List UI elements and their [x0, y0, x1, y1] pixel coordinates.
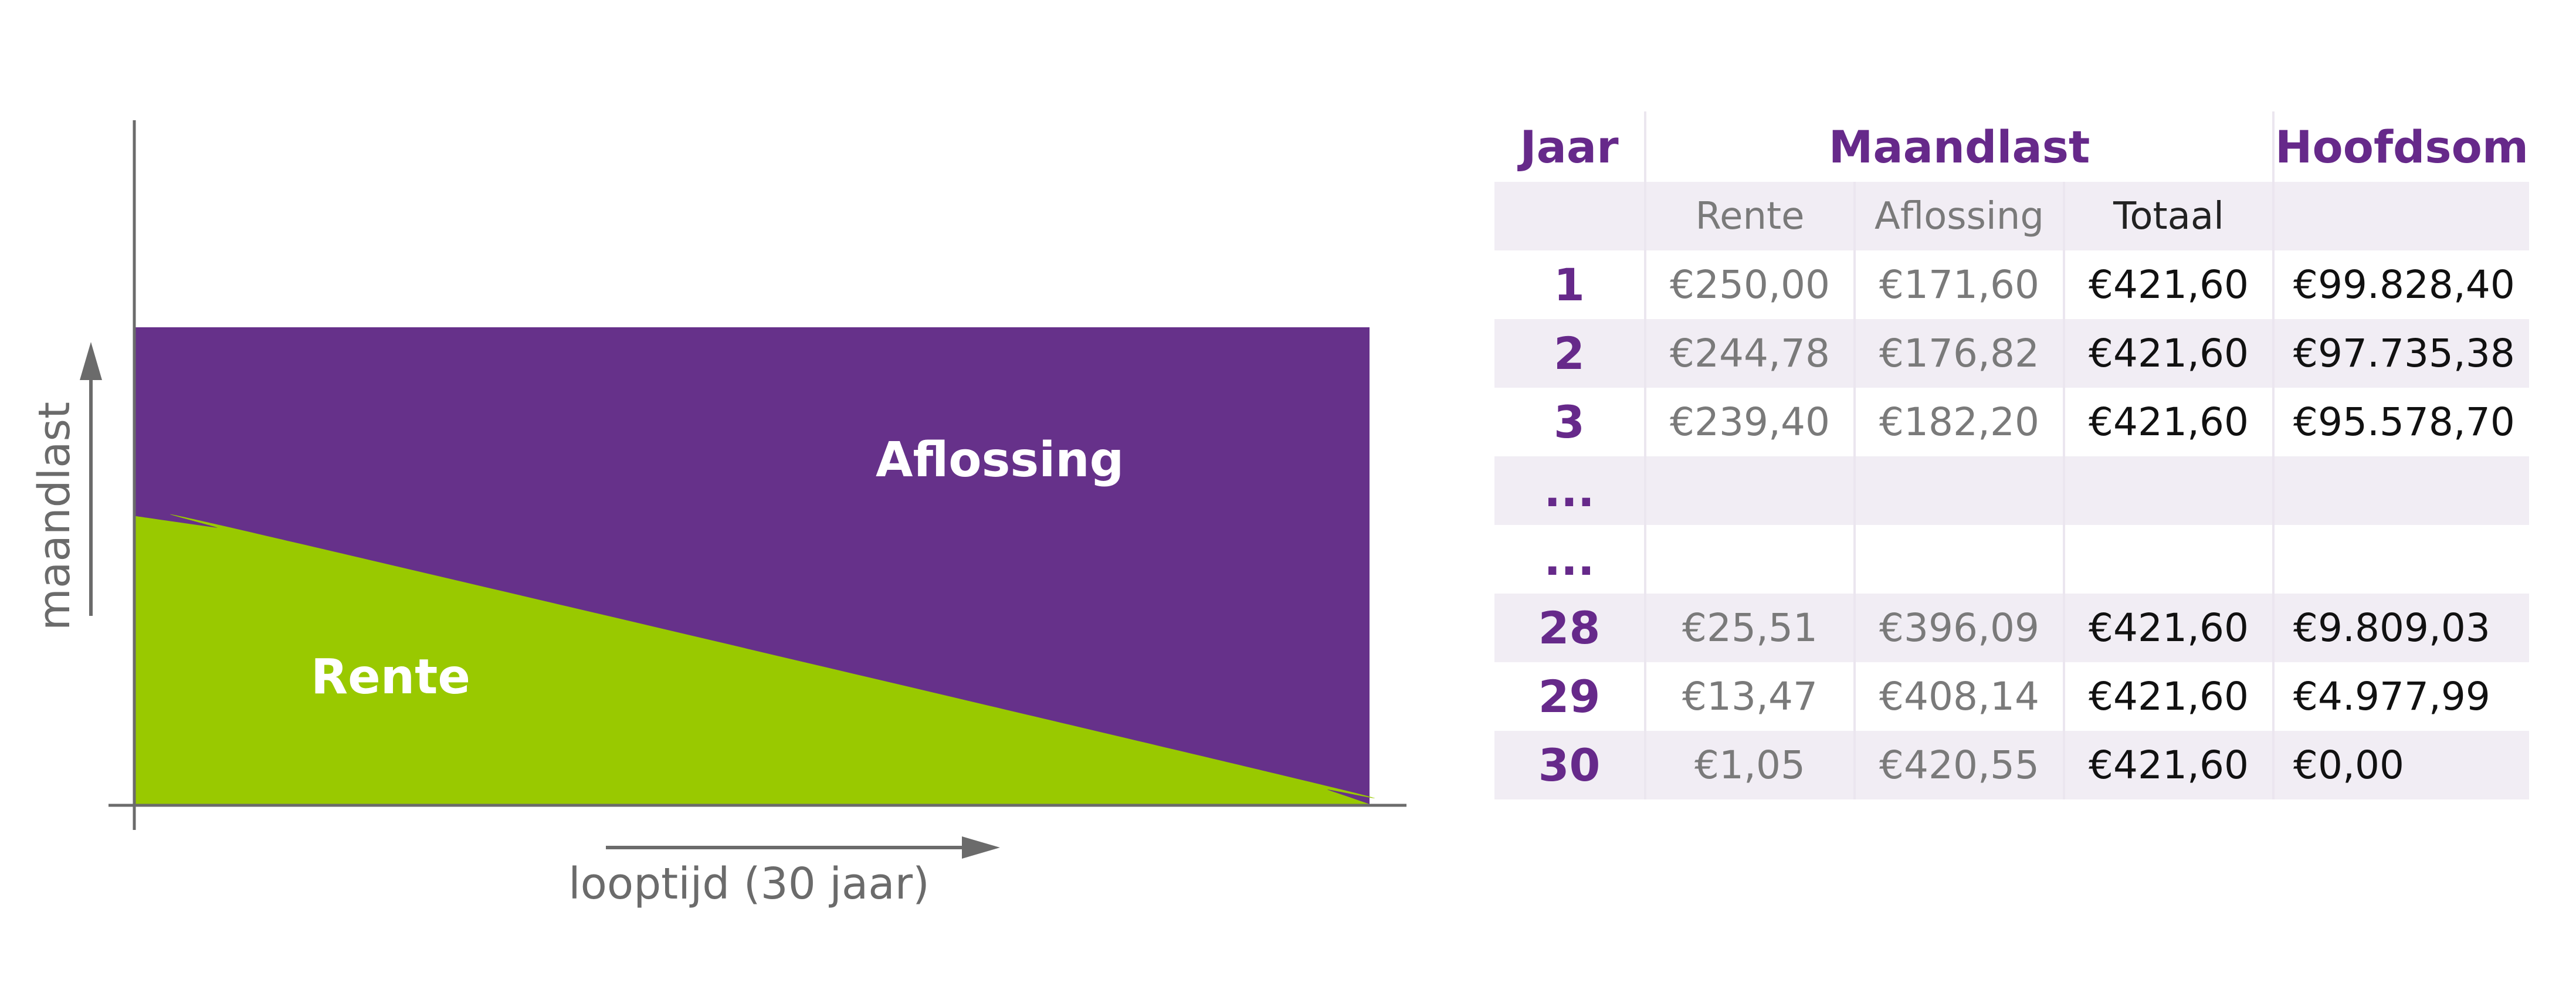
hoofdsom-cell: €97.735,38 [2272, 319, 2529, 388]
aflossing-cell: €176,82 [1853, 319, 2064, 388]
hoofdsom-cell: €99.828,40 [2272, 250, 2529, 319]
aflossing-cell: €420,55 [1853, 731, 2064, 799]
table-row: ... [1494, 456, 2529, 525]
totaal-cell [2063, 456, 2273, 525]
rente-cell: €1,05 [1644, 731, 1855, 799]
hoofdsom-cell: €95.578,70 [2272, 388, 2529, 456]
y-axis-label: maandlast [29, 402, 80, 631]
subheader-totaal: Totaal [2063, 182, 2273, 250]
table-row: 30 €1,05 €420,55 €421,60 €0,00 [1494, 731, 2529, 799]
rente-cell [1644, 456, 1855, 525]
hoofdsom-cell [2272, 456, 2529, 525]
aflossing-cell: €396,09 [1853, 594, 2064, 662]
header-year: Jaar [1520, 120, 1619, 173]
rente-cell: €244,78 [1644, 319, 1855, 388]
header-monthly: Maandlast [1644, 111, 2273, 182]
rente-cell: €13,47 [1644, 662, 1855, 731]
rente-cell: €25,51 [1644, 594, 1855, 662]
subheader-rente: Rente [1644, 182, 1855, 250]
hoofdsom-cell: €4.977,99 [2272, 662, 2529, 731]
subheader-aflossing: Aflossing [1853, 182, 2064, 250]
rente-cell [1644, 525, 1855, 594]
annuity-chart: Aflossing Rente maandlast looptijd (30 j… [29, 120, 1406, 909]
year-cell: 2 [1554, 327, 1585, 379]
rente-label: Rente [311, 649, 470, 705]
table-row: ... [1494, 525, 2529, 594]
hoofdsom-cell: €9.809,03 [2272, 594, 2529, 662]
hoofdsom-cell [2272, 525, 2529, 594]
totaal-cell [2063, 525, 2273, 594]
rente-cell: €239,40 [1644, 388, 1855, 456]
aflossing-cell: €182,20 [1853, 388, 2064, 456]
table-row: 28 €25,51 €396,09 €421,60 €9.809,03 [1494, 594, 2529, 662]
aflossing-cell [1853, 525, 2064, 594]
totaal-cell: €421,60 [2063, 319, 2273, 388]
year-cell: ... [1544, 533, 1595, 585]
totaal-cell: €421,60 [2063, 250, 2273, 319]
subheader-empty [1494, 182, 1645, 250]
x-axis-label: looptijd (30 jaar) [568, 859, 930, 909]
aflossing-cell: €171,60 [1853, 250, 2064, 319]
year-cell: 30 [1538, 739, 1601, 791]
table-row: 1 €250,00 €171,60 €421,60 €99.828,40 [1494, 250, 2529, 319]
totaal-cell: €421,60 [2063, 731, 2273, 799]
aflossing-label: Aflossing [876, 432, 1124, 488]
header-principal: Hoofdsom [2272, 111, 2529, 182]
totaal-cell: €421,60 [2063, 388, 2273, 456]
table-body: 1 €250,00 €171,60 €421,60 €99.828,40 2 €244,78… [1494, 250, 2529, 799]
rente-cell: €250,00 [1644, 250, 1855, 319]
table-row: 3 €239,40 €182,20 €421,60 €95.578,70 [1494, 388, 2529, 456]
totaal-cell: €421,60 [2063, 594, 2273, 662]
totaal-cell: €421,60 [2063, 662, 2273, 731]
rente-area [134, 514, 1375, 805]
x-arrow-head-icon [962, 836, 1000, 859]
aflossing-cell: €408,14 [1853, 662, 2064, 731]
amortization-table: Jaar Maandlast Hoofdsom Rente Aflossing … [1494, 111, 2529, 799]
aflossing-cell [1853, 456, 2064, 525]
year-cell: 1 [1554, 259, 1585, 311]
year-cell: 29 [1538, 670, 1601, 723]
hoofdsom-cell: €0,00 [2272, 731, 2529, 799]
table-row: 2 €244,78 €176,82 €421,60 €97.735,38 [1494, 319, 2529, 388]
y-arrow-head-icon [80, 342, 102, 380]
table-row: 29 €13,47 €408,14 €421,60 €4.977,99 [1494, 662, 2529, 731]
year-cell: 28 [1538, 602, 1601, 654]
year-cell: 3 [1554, 396, 1585, 448]
year-cell: ... [1544, 465, 1595, 517]
subheader-empty [2272, 182, 2529, 250]
